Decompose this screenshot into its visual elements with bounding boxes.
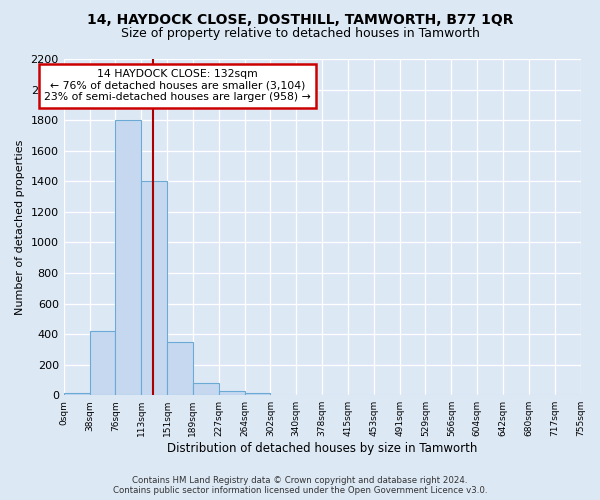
Bar xyxy=(219,390,245,395)
Bar xyxy=(89,331,115,395)
Text: 14 HAYDOCK CLOSE: 132sqm
← 76% of detached houses are smaller (3,104)
23% of sem: 14 HAYDOCK CLOSE: 132sqm ← 76% of detach… xyxy=(44,69,311,102)
Text: Size of property relative to detached houses in Tamworth: Size of property relative to detached ho… xyxy=(121,28,479,40)
Bar xyxy=(64,393,89,395)
Text: Contains HM Land Registry data © Crown copyright and database right 2024.
Contai: Contains HM Land Registry data © Crown c… xyxy=(113,476,487,495)
Bar xyxy=(115,120,141,395)
Text: 14, HAYDOCK CLOSE, DOSTHILL, TAMWORTH, B77 1QR: 14, HAYDOCK CLOSE, DOSTHILL, TAMWORTH, B… xyxy=(87,12,513,26)
Bar xyxy=(245,393,271,395)
Bar xyxy=(193,383,219,395)
Bar xyxy=(167,342,193,395)
Bar xyxy=(141,182,167,395)
X-axis label: Distribution of detached houses by size in Tamworth: Distribution of detached houses by size … xyxy=(167,442,477,455)
Y-axis label: Number of detached properties: Number of detached properties xyxy=(15,140,25,315)
